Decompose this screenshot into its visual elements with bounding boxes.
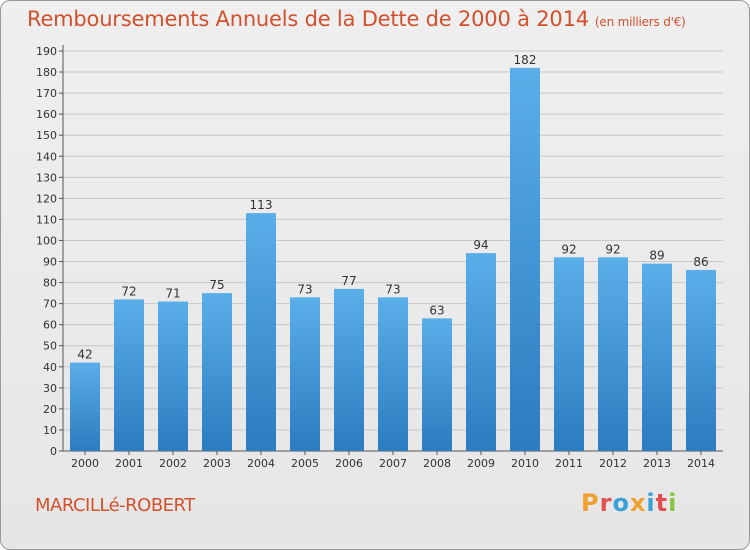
x-tick-label-2012: 2012 <box>599 457 627 470</box>
x-tick-label-2000: 2000 <box>71 457 99 470</box>
chart-title-text: Remboursements Annuels de la Dette de 20… <box>27 7 589 31</box>
value-label-2007: 73 <box>385 282 400 296</box>
y-tick-label: 20 <box>43 403 57 416</box>
y-tick-label: 0 <box>50 445 57 458</box>
y-tick-label: 110 <box>36 213 57 226</box>
bar-2004 <box>246 213 276 451</box>
y-tick-label: 180 <box>36 66 57 79</box>
bar-2009 <box>466 253 496 451</box>
value-label-2008: 63 <box>429 303 444 317</box>
logo-letter: x <box>629 489 647 517</box>
logo-letter: P <box>581 489 600 517</box>
bar-2005 <box>290 297 320 451</box>
x-tick-label-2010: 2010 <box>511 457 539 470</box>
y-tick-label: 130 <box>36 171 57 184</box>
bar-2012 <box>598 257 628 451</box>
value-label-2004: 113 <box>250 198 273 212</box>
value-label-2014: 86 <box>693 255 708 269</box>
value-label-2000: 42 <box>77 348 92 362</box>
x-tick-label-2011: 2011 <box>555 457 583 470</box>
value-label-2011: 92 <box>561 242 576 256</box>
y-tick-label: 160 <box>36 108 57 121</box>
y-tick-label: 70 <box>43 298 57 311</box>
x-tick-label-2006: 2006 <box>335 457 363 470</box>
x-tick-label-2004: 2004 <box>247 457 275 470</box>
logo-letter: r <box>599 489 613 517</box>
y-tick-label: 140 <box>36 150 57 163</box>
y-tick-label: 60 <box>43 319 57 332</box>
x-tick-label-2014: 2014 <box>687 457 715 470</box>
bar-2000 <box>70 362 100 451</box>
value-label-2013: 89 <box>649 249 664 263</box>
x-tick-label-2007: 2007 <box>379 457 407 470</box>
value-label-2006: 77 <box>341 274 356 288</box>
y-tick-label: 50 <box>43 340 57 353</box>
bar-2003 <box>202 293 232 451</box>
y-tick-label: 190 <box>36 45 57 58</box>
x-tick-label-2003: 2003 <box>203 457 231 470</box>
value-label-2010: 182 <box>514 53 537 67</box>
value-label-2005: 73 <box>297 282 312 296</box>
value-label-2012: 92 <box>605 242 620 256</box>
x-tick-label-2002: 2002 <box>159 457 187 470</box>
bar-2007 <box>378 297 408 451</box>
bar-2008 <box>422 318 452 451</box>
bar-2006 <box>334 288 364 451</box>
bar-2010 <box>510 67 540 451</box>
value-label-2003: 75 <box>209 278 224 292</box>
logo-letter: i <box>668 489 678 517</box>
logo-letter: t <box>655 489 669 517</box>
y-tick-label: 80 <box>43 277 57 290</box>
bar-2001 <box>114 299 144 451</box>
value-label-2001: 72 <box>121 284 136 298</box>
x-tick-label-2013: 2013 <box>643 457 671 470</box>
x-tick-label-2008: 2008 <box>423 457 451 470</box>
y-tick-label: 120 <box>36 192 57 205</box>
bar-2013 <box>642 263 672 451</box>
x-tick-label-2001: 2001 <box>115 457 143 470</box>
y-tick-label: 90 <box>43 256 57 269</box>
y-tick-label: 40 <box>43 361 57 374</box>
bar-2011 <box>554 257 584 451</box>
y-tick-label: 10 <box>43 424 57 437</box>
bars <box>70 67 716 451</box>
proxiti-logo: Proxiti <box>581 489 677 517</box>
y-tick-label: 30 <box>43 382 57 395</box>
x-tick-label-2005: 2005 <box>291 457 319 470</box>
y-tick-label: 170 <box>36 87 57 100</box>
logo-letter: o <box>612 489 630 517</box>
y-tick-label: 150 <box>36 129 57 142</box>
value-labels: 42 72 71 75 113 73 77 73 63 94 182 92 92 89 86 <box>77 53 708 362</box>
chart-title: Remboursements Annuels de la Dette de 20… <box>27 7 686 31</box>
value-label-2002: 71 <box>165 287 180 301</box>
y-tick-label: 100 <box>36 234 57 247</box>
value-label-2009: 94 <box>473 238 488 252</box>
bar-2014 <box>686 269 716 451</box>
logo-letter: i <box>646 489 656 517</box>
chart-subtitle: (en milliers d'€) <box>594 15 686 29</box>
x-tick-label-2009: 2009 <box>467 457 495 470</box>
bar-2002 <box>158 301 188 451</box>
city-name: MARCILLé-ROBERT <box>35 495 195 516</box>
